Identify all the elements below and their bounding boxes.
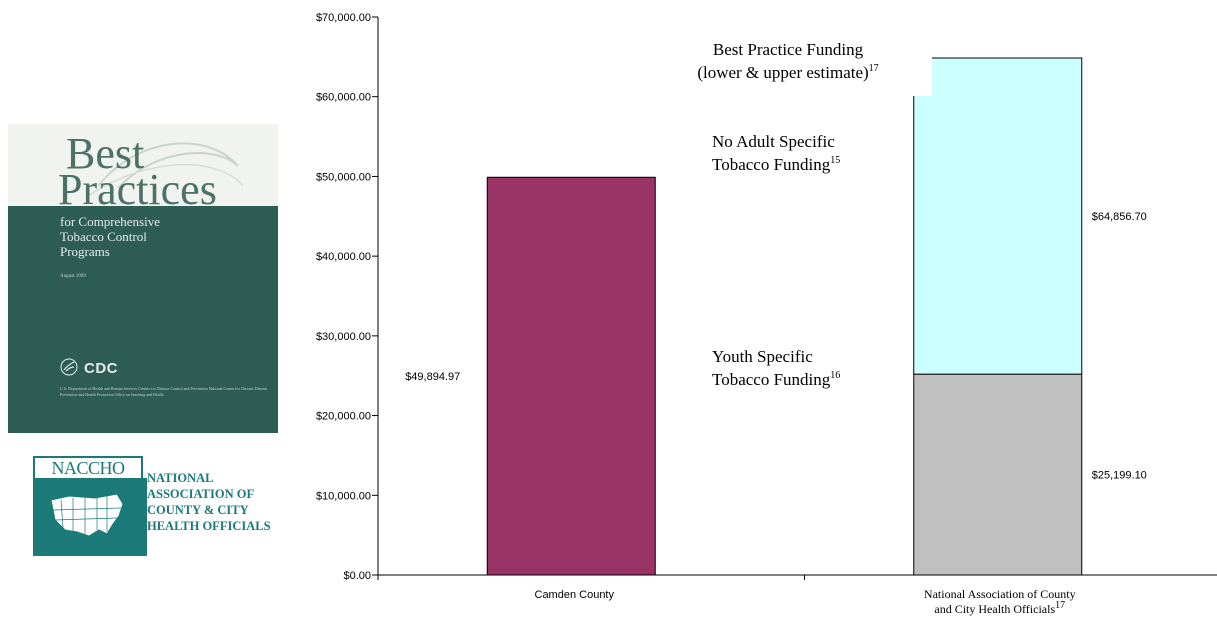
bar-segment	[913, 57, 1083, 375]
hhs-eagle-icon	[60, 358, 78, 376]
y-tick-label: $0.00	[343, 570, 371, 582]
cdc-logo: CDC	[84, 360, 118, 377]
bar-segment	[913, 373, 1083, 576]
data-label: $49,894.97	[405, 371, 460, 383]
naccho-logo: NACCHO	[33, 456, 153, 556]
category-label: and City Health Officials17	[934, 600, 1065, 616]
naccho-text-line: COUNTY & CITY	[147, 503, 249, 517]
best-practices-book-cover: Best Practices for Comprehensive Tobacco…	[8, 124, 278, 433]
naccho-full-name: NATIONAL ASSOCIATION OF COUNTY & CITY HE…	[147, 470, 271, 534]
naccho-text-line: NATIONAL	[147, 471, 214, 485]
book-fine-print: U.S. Department of Health and Human Serv…	[60, 386, 268, 397]
y-tick-label: $10,000.00	[316, 490, 371, 502]
category-label: National Association of County	[924, 587, 1076, 601]
x-axis: Camden County National Association of Cou…	[377, 574, 1217, 616]
book-cover-header	[8, 124, 278, 206]
bars	[486, 57, 1083, 576]
data-label: $25,199.10	[1092, 470, 1147, 482]
annotation-text: Best Practice Funding	[713, 40, 864, 59]
data-label: $64,856.70	[1092, 211, 1147, 223]
y-tick-label: $50,000.00	[316, 171, 371, 183]
swirl-decoration-icon	[87, 142, 244, 197]
naccho-text-line: ASSOCIATION OF	[147, 487, 255, 501]
book-subtitle: for Comprehensive Tobacco Control Progra…	[60, 214, 161, 259]
y-tick-label: $70,000.00	[316, 12, 371, 24]
annotation-text: Tobacco Funding16	[712, 370, 840, 389]
category-label: Camden County	[535, 589, 615, 601]
us-map-icon	[50, 493, 124, 537]
annotations: Best Practice Funding (lower & upper esti…	[672, 34, 932, 389]
book-date: August 1999	[60, 274, 86, 279]
annotation-text: Youth Specific	[712, 347, 813, 366]
annotation-text: No Adult Specific	[712, 132, 835, 151]
y-tick-label: $20,000.00	[316, 411, 371, 423]
y-tick-label: $60,000.00	[316, 92, 371, 104]
annotation-text: (lower & upper estimate)17	[697, 63, 878, 82]
book-title-line2: Practices	[58, 165, 217, 214]
y-axis: $0.00 $10,000.00 $20,000.00 $30,000.00 $40,0…	[316, 12, 379, 582]
annotation-text: Tobacco Funding15	[712, 155, 840, 174]
y-tick-label: $30,000.00	[316, 331, 371, 343]
book-title-line1: Best	[66, 129, 145, 178]
data-labels: $49,894.97 $25,199.10 $64,856.70	[405, 211, 1147, 482]
y-tick-label: $40,000.00	[316, 251, 371, 263]
naccho-text-line: HEALTH OFFICIALS	[147, 519, 271, 533]
annotation-background	[672, 34, 932, 96]
bar-segment	[486, 176, 656, 576]
